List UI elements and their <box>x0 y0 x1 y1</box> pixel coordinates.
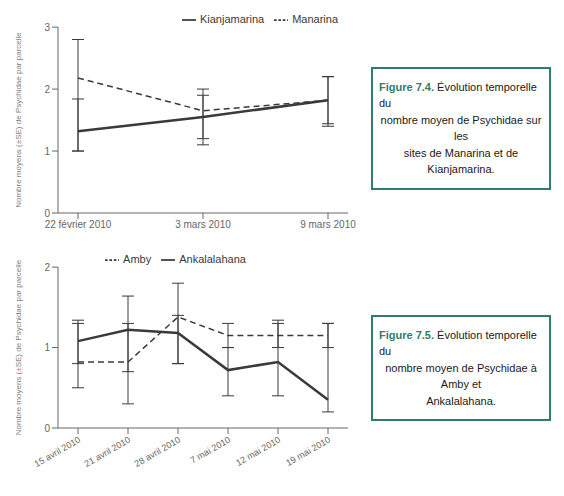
svg-text:7 mai 2010: 7 mai 2010 <box>189 435 233 466</box>
svg-text:3 mars 2010: 3 mars 2010 <box>175 219 231 230</box>
svg-text:0: 0 <box>44 208 50 219</box>
html-text:Ankalalahana: Ankalalahana <box>179 253 246 265</box>
html-text:Figure 7.5. Évolution temporel: Figure 7.5. Évolution temporelle du <box>379 328 537 358</box>
html-text:Kianjamarina: Kianjamarina <box>199 13 265 25</box>
svg-text:12 mai 2010: 12 mai 2010 <box>234 435 282 468</box>
html-text:nombre moyen de Psychidae sur: nombre moyen de Psychidae sur les <box>380 113 542 142</box>
svg-text:21 avril 2010: 21 avril 2010 <box>83 435 133 469</box>
html-text:sites de Manarina et de Kianja: sites de Manarina et de Kianjamarina. <box>403 146 519 175</box>
svg-text:2: 2 <box>44 262 50 273</box>
svg-text:15 avril 2010: 15 avril 2010 <box>33 435 83 469</box>
svg-text:0: 0 <box>44 423 50 434</box>
svg-text:Nombre moyens (±SE) de Psychid: Nombre moyens (±SE) de Psychidae par par… <box>14 259 23 435</box>
svg-text:28 avril 2010: 28 avril 2010 <box>133 435 183 469</box>
svg-text:Nombre moyens (±SE) de Psychid: Nombre moyens (±SE) de Psychidae par par… <box>14 32 23 208</box>
svg-text:3: 3 <box>44 22 50 33</box>
html-text:Ankalalahana.: Ankalalahana. <box>426 394 496 407</box>
svg-text:19 mai 2010: 19 mai 2010 <box>284 435 332 468</box>
svg-text:22 février 2010: 22 février 2010 <box>45 219 112 230</box>
html-text:nombre moyen de Psychidae à Am: nombre moyen de Psychidae à Amby et <box>385 361 537 391</box>
html-text:Figure 7.4. Évolution temporel: Figure 7.4. Évolution temporelle du <box>379 80 537 109</box>
html-text:Manarina: Manarina <box>292 13 338 25</box>
svg-text:1: 1 <box>44 342 50 353</box>
svg-text:9 mars 2010: 9 mars 2010 <box>300 219 356 230</box>
html-text:Amby: Amby <box>123 253 152 265</box>
svg-text:1: 1 <box>44 146 50 157</box>
svg-text:2: 2 <box>44 84 50 95</box>
